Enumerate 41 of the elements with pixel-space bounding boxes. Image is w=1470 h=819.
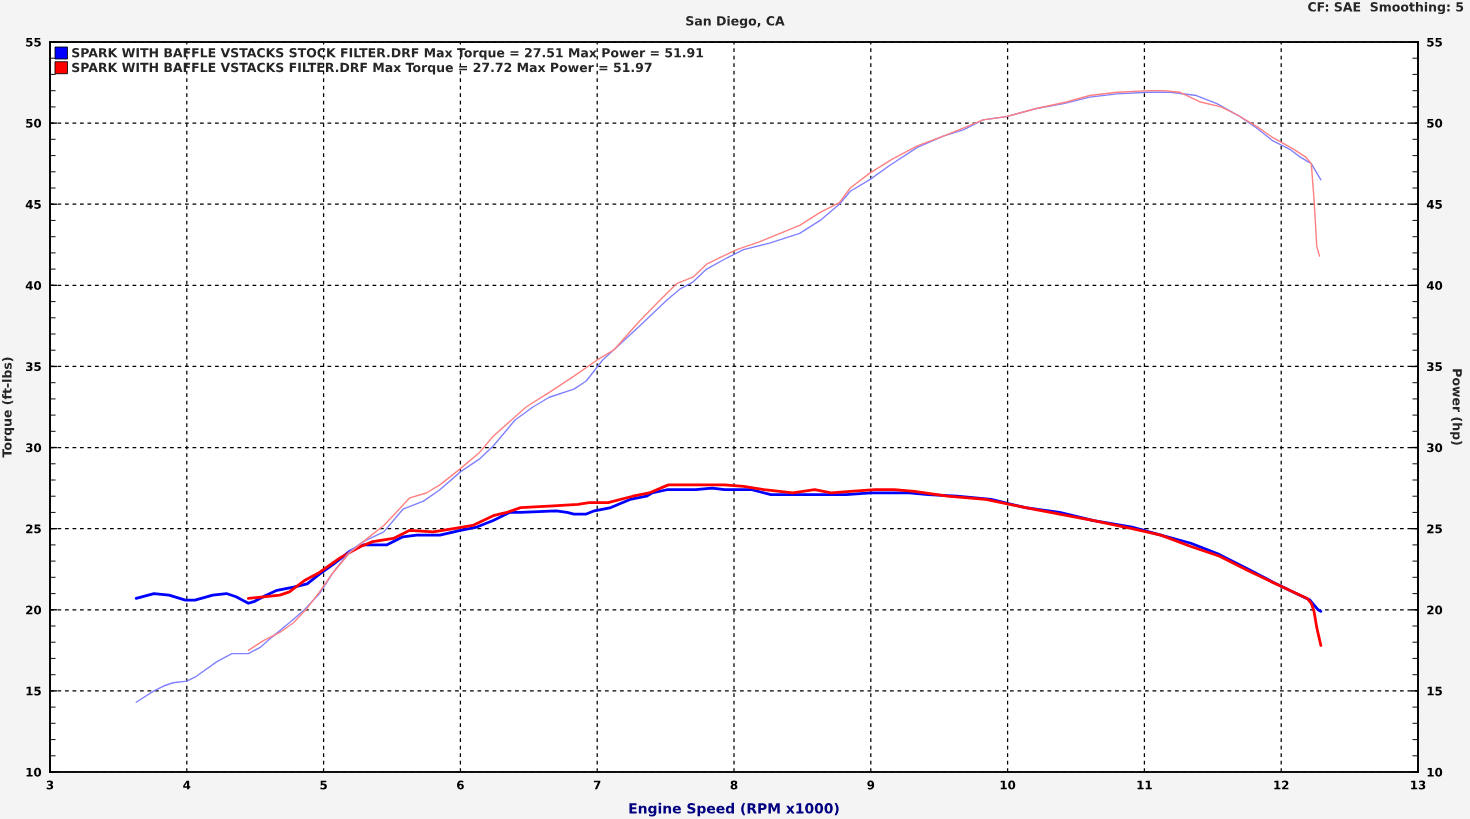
- y2-tick-label: 15: [1427, 686, 1442, 696]
- y-tick-label: 50: [26, 118, 42, 128]
- y-tick-label: 35: [26, 362, 41, 372]
- y-tick-label: 30: [26, 443, 42, 453]
- y2-axis-title: Power (hp): [1450, 369, 1463, 445]
- x-tick-label: 7: [593, 780, 601, 790]
- y2-tick-label: 20: [1427, 605, 1443, 615]
- x-tick-label: 8: [730, 780, 738, 790]
- line-series: [246, 483, 1323, 647]
- y-tick-label: 45: [25, 200, 41, 209]
- x-tick-label: 3: [46, 780, 54, 790]
- y-axis-title: Torque (ft-lbs): [2, 357, 15, 458]
- x-tick-label: 10: [1000, 780, 1016, 790]
- chart-subtitle: San Diego, CA: [686, 15, 785, 29]
- legend-label: SPARK WITH BAFFLE VSTACKS FILTER.DRF Max Torque = 27.72 Max Power = 51.97: [72, 62, 652, 75]
- text: CF: SAE Smoothing: 5: [1308, 1, 1464, 15]
- y2-tick-label: 25: [1427, 524, 1442, 534]
- x-tick-label: 6: [457, 780, 464, 790]
- x-tick-label: 13: [1411, 780, 1426, 790]
- x-tick-label: 11: [1137, 780, 1152, 790]
- legend-label: SPARK WITH BAFFLE VSTACKS STOCK FILTER.DRF Max Torque = 27.51 Max Power = 51.91: [72, 47, 704, 60]
- line-series: [135, 91, 1322, 703]
- y2-tick-label: 40: [1426, 281, 1443, 290]
- x-tick-label: 4: [183, 780, 191, 790]
- y-tick-label: 25: [26, 524, 41, 534]
- y-tick-label: 40: [25, 281, 42, 290]
- x-tick-label: 9: [867, 780, 875, 790]
- x-tick-label: 12: [1274, 780, 1289, 790]
- y2-tick-label: 30: [1427, 443, 1443, 453]
- y-tick-label: 20: [26, 605, 42, 615]
- line-series: [247, 89, 1321, 652]
- y2-tick-label: 45: [1426, 200, 1442, 209]
- y2-tick-label: 35: [1427, 362, 1442, 372]
- y2-tick-label: 10: [1427, 767, 1443, 777]
- y-tick-label: 15: [26, 686, 41, 696]
- y-tick-label: 55: [26, 37, 41, 47]
- x-tick-label: 5: [320, 780, 327, 790]
- y-tick-label: 10: [26, 767, 42, 777]
- x-axis-title: Engine Speed (RPM x1000): [629, 802, 839, 817]
- y2-tick-label: 50: [1427, 118, 1443, 128]
- y2-tick-label: 55: [1427, 37, 1442, 47]
